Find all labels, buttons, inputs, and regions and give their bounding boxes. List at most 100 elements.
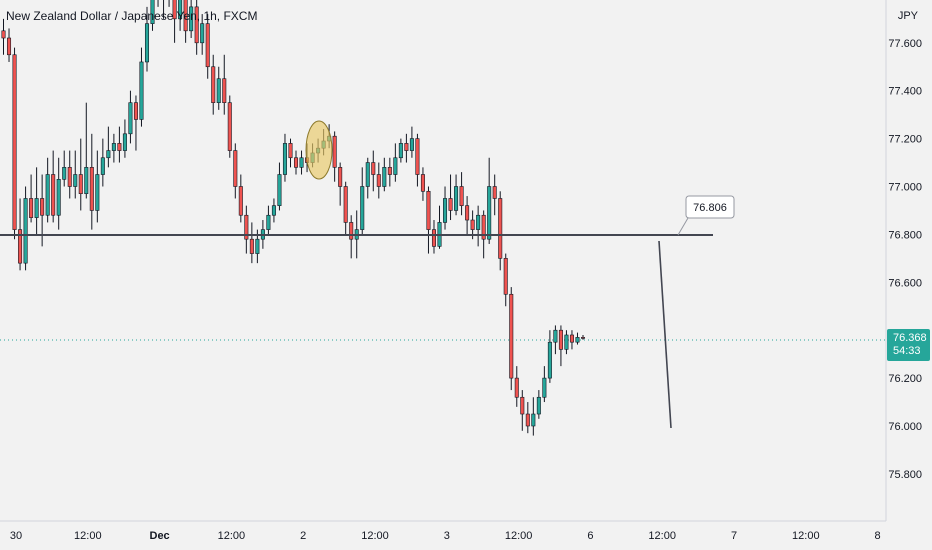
- candle-down[interactable]: [509, 293, 514, 379]
- candle-down[interactable]: [78, 174, 83, 194]
- candle-up[interactable]: [365, 162, 370, 187]
- candle-down[interactable]: [569, 334, 574, 343]
- candle-up[interactable]: [531, 413, 536, 427]
- candle-up[interactable]: [95, 174, 100, 211]
- candle-down[interactable]: [29, 198, 34, 218]
- candle-up[interactable]: [73, 174, 78, 187]
- candle-up[interactable]: [23, 198, 28, 264]
- candle-up[interactable]: [360, 186, 365, 230]
- candle-down[interactable]: [431, 229, 436, 247]
- candle-up[interactable]: [277, 174, 282, 206]
- candle-down[interactable]: [194, 6, 199, 44]
- candle-up[interactable]: [542, 377, 547, 398]
- candle-up[interactable]: [139, 61, 144, 120]
- candle-down[interactable]: [288, 143, 293, 159]
- candle-up[interactable]: [84, 167, 89, 194]
- candle-down[interactable]: [503, 258, 508, 295]
- candle-down[interactable]: [481, 214, 486, 240]
- candle-down[interactable]: [514, 377, 519, 398]
- candle-down[interactable]: [205, 23, 210, 68]
- candle-up[interactable]: [398, 143, 403, 159]
- candle-up[interactable]: [200, 23, 205, 44]
- candle-up[interactable]: [56, 179, 61, 216]
- candle-down[interactable]: [238, 186, 243, 216]
- candle-down[interactable]: [222, 78, 227, 103]
- candle-up[interactable]: [409, 138, 414, 151]
- candle-up[interactable]: [299, 157, 304, 168]
- highlight-ellipse[interactable]: [305, 120, 333, 180]
- candle-down[interactable]: [448, 198, 453, 211]
- candle-down[interactable]: [470, 219, 475, 230]
- candle-down[interactable]: [233, 150, 238, 187]
- candle-up[interactable]: [106, 150, 111, 159]
- candle-up[interactable]: [34, 198, 39, 218]
- candle-down[interactable]: [12, 54, 17, 230]
- candle-down[interactable]: [211, 66, 216, 103]
- candle-down[interactable]: [40, 198, 45, 216]
- candle-down[interactable]: [89, 167, 94, 211]
- candle-up[interactable]: [487, 186, 492, 240]
- candle-down[interactable]: [338, 167, 343, 187]
- candle-up[interactable]: [536, 396, 541, 415]
- candle-up[interactable]: [575, 337, 580, 343]
- candle-down[interactable]: [18, 229, 23, 264]
- candle-up[interactable]: [382, 167, 387, 187]
- candle-down[interactable]: [376, 174, 381, 187]
- candle-down[interactable]: [343, 186, 348, 223]
- candle-down[interactable]: [426, 190, 431, 230]
- candle-down[interactable]: [525, 413, 530, 427]
- candle-up[interactable]: [393, 157, 398, 175]
- projection-line[interactable]: [658, 240, 672, 429]
- candle-down[interactable]: [420, 174, 425, 192]
- candle-up[interactable]: [128, 102, 133, 135]
- candle-up[interactable]: [564, 334, 569, 350]
- candle-down[interactable]: [249, 238, 254, 254]
- candle-down[interactable]: [244, 214, 249, 240]
- candle-down[interactable]: [415, 138, 420, 175]
- candle-up[interactable]: [443, 198, 448, 223]
- candle-down[interactable]: [404, 143, 409, 151]
- candle-up[interactable]: [122, 133, 127, 151]
- candle-down[interactable]: [183, 0, 188, 32]
- candle-up[interactable]: [454, 186, 459, 211]
- candle-up[interactable]: [144, 23, 150, 63]
- candle-down[interactable]: [387, 167, 392, 175]
- candle-down[interactable]: [558, 329, 563, 350]
- candle-up[interactable]: [547, 341, 552, 379]
- candle-down[interactable]: [349, 222, 354, 240]
- candle-down[interactable]: [172, 0, 177, 20]
- candle-up[interactable]: [189, 6, 194, 32]
- candle-down[interactable]: [459, 186, 464, 206]
- candle-down[interactable]: [293, 157, 299, 168]
- candle-up[interactable]: [45, 174, 50, 216]
- candle-up[interactable]: [62, 167, 67, 180]
- candle-down[interactable]: [67, 167, 72, 187]
- candle-down[interactable]: [580, 337, 586, 339]
- candle-down[interactable]: [332, 135, 337, 168]
- candle-down[interactable]: [371, 162, 376, 175]
- candle-up[interactable]: [216, 78, 221, 103]
- candle-up[interactable]: [271, 205, 276, 216]
- candle-up[interactable]: [100, 157, 105, 175]
- candle-down[interactable]: [1, 30, 6, 39]
- candle-up[interactable]: [282, 143, 287, 175]
- candle-down[interactable]: [51, 174, 56, 216]
- price-callout-box[interactable]: [685, 195, 735, 219]
- candle-up[interactable]: [266, 214, 271, 230]
- candle-up[interactable]: [150, 0, 155, 24]
- candle-up[interactable]: [476, 214, 481, 230]
- candle-up[interactable]: [178, 0, 183, 20]
- candle-up[interactable]: [553, 329, 558, 343]
- candle-down[interactable]: [227, 102, 232, 151]
- candle-down[interactable]: [7, 37, 12, 56]
- candle-down[interactable]: [498, 198, 503, 259]
- candle-down[interactable]: [520, 396, 525, 415]
- candle-down[interactable]: [465, 205, 470, 221]
- candle-down[interactable]: [492, 186, 497, 199]
- candle-down[interactable]: [117, 143, 122, 151]
- candle-up[interactable]: [255, 238, 260, 254]
- candle-up[interactable]: [111, 143, 116, 151]
- candle-down[interactable]: [133, 102, 138, 120]
